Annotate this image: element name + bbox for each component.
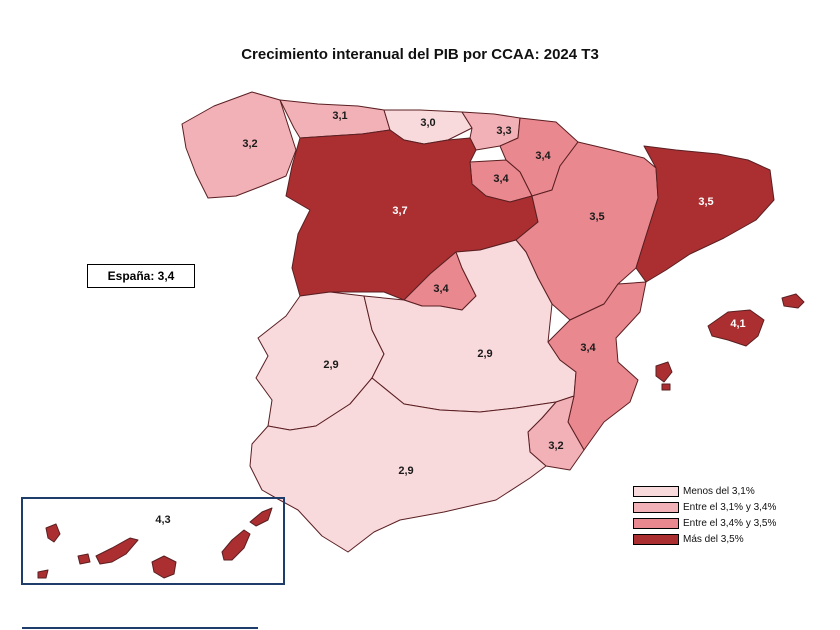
region-value-label: 4,1 [730, 318, 745, 330]
region-baleares [655, 293, 805, 391]
region-value-label: 3,0 [420, 117, 435, 129]
region-value-label: 2,9 [323, 359, 338, 371]
legend-swatch [633, 501, 679, 513]
region-value-label: 3,4 [493, 173, 509, 185]
legend-label: Entre el 3,1% y 3,4% [683, 501, 777, 513]
map-title: Crecimiento interanual del PIB por CCAA:… [241, 46, 599, 63]
legend-swatch [633, 517, 679, 529]
region-value-label: 3,3 [496, 125, 511, 137]
region-value-label: 3,2 [548, 440, 563, 452]
legend: Menos del 3,1% Entre el 3,1% y 3,4% Entr… [633, 484, 793, 548]
legend-label: Menos del 3,1% [683, 485, 755, 497]
legend-label: Entre el 3,4% y 3,5% [683, 517, 777, 529]
region-canarias [37, 507, 273, 579]
legend-swatch [633, 485, 679, 497]
region-value-label: 3,4 [580, 342, 596, 354]
region-value-label: 3,7 [392, 205, 407, 217]
legend-swatch [633, 533, 679, 545]
region-value-label: 4,3 [155, 514, 170, 526]
region-value-label: 3,1 [332, 110, 347, 122]
divider [22, 627, 258, 629]
region-cataluna [635, 145, 775, 283]
region-value-label: 2,9 [477, 348, 492, 360]
legend-item: Menos del 3,1% [633, 484, 793, 498]
region-value-label: 2,9 [398, 465, 413, 477]
legend-item: Entre el 3,1% y 3,4% [633, 500, 793, 514]
region-value-label: 3,4 [535, 150, 551, 162]
region-value-label: 3,5 [589, 211, 604, 223]
region-galicia [181, 91, 297, 199]
spain-total-box: España: 3,4 [87, 264, 195, 288]
legend-item: Entre el 3,4% y 3,5% [633, 516, 793, 530]
region-value-label: 3,4 [433, 283, 449, 295]
region-comunidad-valenciana [547, 281, 647, 451]
legend-item: Más del 3,5% [633, 532, 793, 546]
legend-label: Más del 3,5% [683, 533, 744, 545]
region-value-label: 3,2 [242, 138, 257, 150]
canarias-inset-frame [21, 497, 285, 585]
region-value-label: 3,5 [698, 196, 713, 208]
